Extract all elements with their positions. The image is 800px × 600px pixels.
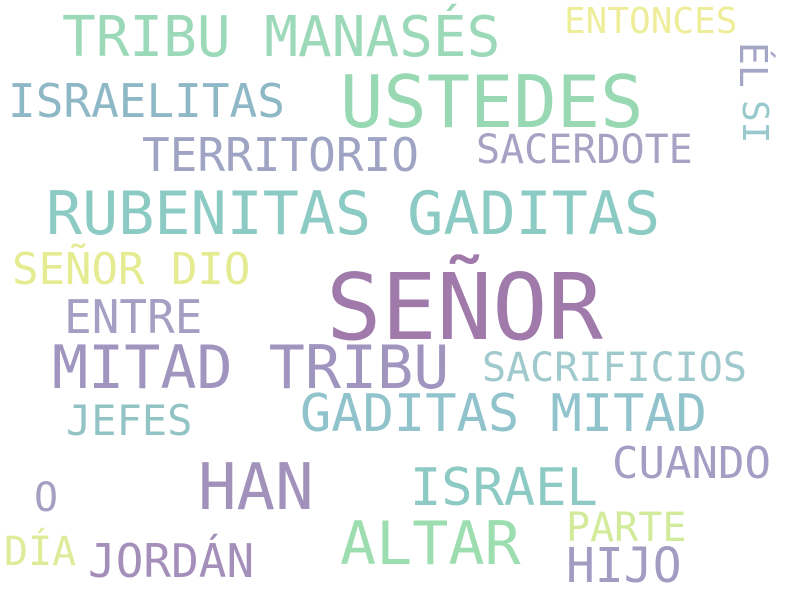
word-mitad-tribu: MITAD TRIBU <box>52 333 450 403</box>
word-cuando: CUANDO <box>612 438 771 489</box>
word-entonces: ENTONCES <box>564 1 738 42</box>
word-han: HAN <box>198 451 314 525</box>
word-senor-dio: SEÑOR DIO <box>12 244 251 295</box>
word-el: ÉL <box>731 42 775 88</box>
word-israelitas: ISRAELITAS <box>8 74 285 128</box>
word-sacrificios: SACRIFICIOS <box>482 345 747 391</box>
word-dia: DÍA <box>4 529 77 575</box>
word-rubenitas-gaditas: RUBENITAS GADITAS <box>46 179 661 249</box>
word-gaditas-mitad: GADITAS MITAD <box>300 384 707 444</box>
word-israel: ISRAEL <box>410 458 598 518</box>
word-sacerdote: SACERDOTE <box>476 127 693 173</box>
word-hijo: HIJO <box>566 538 682 594</box>
word-ustedes: USTEDES <box>340 60 644 144</box>
word-tribu-manases: TRIBU MANASÉS <box>62 5 501 70</box>
word-territorio: TERRITORIO <box>142 128 419 182</box>
word-si: SI <box>734 100 775 144</box>
word-senor: SEÑOR <box>326 254 603 361</box>
word-altar: ALTAR <box>340 509 521 579</box>
word-parte: PARTE <box>566 505 687 551</box>
word-o: O <box>34 475 59 521</box>
word-entre: ENTRE <box>64 290 203 344</box>
word-jefes: JEFES <box>66 396 193 445</box>
word-jordan: JORDÁN <box>88 534 255 588</box>
